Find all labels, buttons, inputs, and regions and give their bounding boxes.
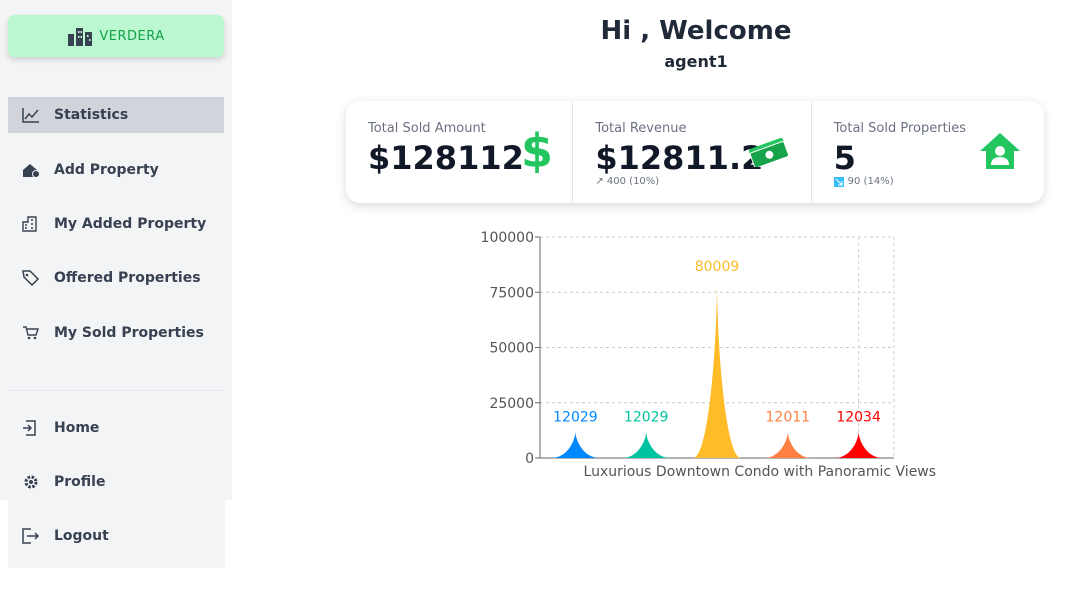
nav-label: Logout — [54, 528, 109, 544]
nav-label: Statistics — [54, 107, 129, 123]
nav-label: My Added Property — [54, 216, 207, 232]
dollar-icon: $ — [522, 129, 552, 173]
data-label: 12034 — [836, 409, 881, 425]
y-tick-label: 50000 — [489, 341, 534, 357]
nav-item[interactable]: My Added Property — [8, 206, 224, 242]
icon — [22, 270, 40, 286]
stat-label: Total Sold Properties — [833, 121, 967, 136]
y-tick-label: 100000 — [481, 230, 534, 246]
icon — [23, 326, 39, 340]
icon — [22, 108, 39, 123]
stat-value: 5 — [833, 139, 856, 177]
nav-item[interactable]: Logout — [8, 518, 224, 554]
y-tick-label: 25000 — [489, 396, 534, 412]
sidebar — [0, 0, 232, 500]
stat-value: $128112 — [368, 139, 524, 177]
user-name: agent1 — [664, 52, 728, 71]
icon — [23, 164, 40, 178]
icon — [22, 528, 40, 544]
separator — [8, 390, 224, 391]
welcome-title: Hi , Welcome — [600, 16, 792, 46]
data-label: 12029 — [624, 409, 669, 425]
y-tick-label: 75000 — [489, 285, 534, 301]
nav-label: Home — [54, 420, 100, 436]
stat-change: ↗ 400 (10%) — [595, 176, 660, 187]
nav-item[interactable]: Profile — [8, 464, 224, 500]
icon — [23, 420, 36, 436]
nav-label: Add Property — [54, 162, 159, 178]
nav-label: Profile — [54, 474, 106, 490]
x-tick-label: Luxurious Downtown Condo with Panoramic … — [584, 464, 937, 480]
nav-item[interactable]: Offered Properties — [8, 260, 224, 296]
stat-value: $12811.2 — [595, 139, 764, 177]
nav-label: Offered Properties — [54, 270, 201, 286]
icon — [24, 475, 38, 489]
y-tick-label: 0 — [525, 451, 534, 467]
data-label: 80009 — [695, 259, 740, 275]
nav-label: My Sold Properties — [54, 325, 204, 341]
money-icon — [748, 137, 789, 167]
stat: Total Sold Amount $128112 $ — [346, 101, 574, 203]
brand[interactable]: VERDERA — [8, 15, 224, 57]
home-icon — [979, 133, 1020, 169]
stats-card: Total Sold Amount $128112 $ Total Revenu… — [346, 101, 1044, 203]
stat: Total Revenue $12811.2 ↗ 400 (10%) — [573, 101, 812, 203]
brand-icon — [68, 28, 93, 46]
nav-item[interactable]: Home — [8, 410, 224, 446]
stat: Total Sold Properties 5 90 (14%) — [812, 101, 1044, 203]
stat-change-text: 90 (14%) — [847, 176, 894, 187]
stat-label: Total Revenue — [595, 121, 687, 136]
data-label: 12029 — [553, 409, 598, 425]
brand-name: VERDERA — [99, 28, 165, 44]
svg-text:$: $ — [522, 129, 552, 173]
bar — [622, 431, 671, 458]
nav-item[interactable]: My Sold Properties — [8, 315, 224, 351]
bar — [693, 281, 741, 458]
stat-change: 90 (14%) — [833, 176, 894, 187]
icon — [22, 216, 37, 232]
bar — [834, 431, 883, 458]
stat-label: Total Sold Amount — [368, 121, 486, 136]
nav-item[interactable]: Statistics — [8, 97, 224, 133]
sidebar-bottom — [8, 500, 225, 568]
bar — [763, 431, 812, 458]
bar — [551, 431, 600, 458]
down-icon — [833, 176, 844, 187]
data-label: 12011 — [766, 409, 811, 425]
nav-item[interactable]: Add Property — [8, 152, 224, 188]
